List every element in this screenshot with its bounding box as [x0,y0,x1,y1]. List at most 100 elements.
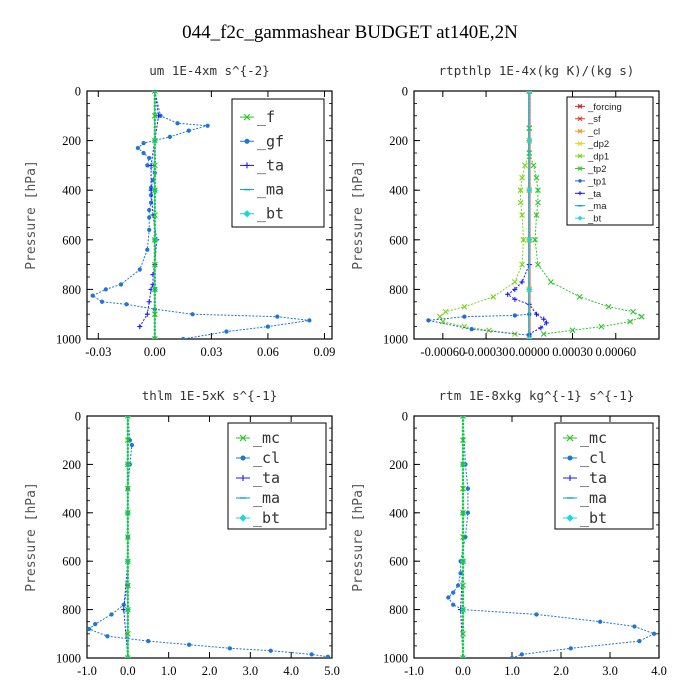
data-point-tp2 [548,279,554,285]
data-point-cl [446,595,451,600]
data-point-ta [144,311,150,317]
data-point-dp1 [517,199,524,206]
legend-marker-dp1 [577,153,583,159]
y-axis-label: Pressure [hPa] [24,160,39,270]
legend-label-cl: _cl [580,449,607,467]
y-tick-label: 400 [389,184,408,198]
x-tick-label: 0.00060 [595,345,636,359]
legend-label-ma: _ma [587,201,607,212]
legend-label-bt: _bt [580,509,607,527]
legend-label-bt: _bt [257,205,284,223]
y-axis-label: Pressure [hPa] [351,482,366,592]
data-point-f [151,212,158,218]
data-point-ta [505,291,511,297]
data-point-cl [227,646,233,651]
data-point-f [151,261,158,268]
data-point-mc [124,437,131,444]
data-point-bt [526,286,533,293]
data-point-cl [146,638,151,644]
data-point-tp1 [462,314,467,319]
legend-label-f: _f [257,108,275,126]
data-point-cl [598,619,603,624]
y-axis-label: Pressure [hPa] [351,160,366,270]
data-point-f [151,336,158,339]
data-point-gf [90,293,95,298]
chart-panel-1: um 1E-4xm s^{-2} Pressure [hPa] 0 200 400 600… [24,63,335,359]
data-point-ta [156,113,162,119]
legend-label-bt: _bt [253,509,280,527]
data-point-dp1 [437,313,443,320]
data-point-tp2 [540,331,547,337]
x-tick-label: 0.00 [144,345,166,359]
data-point-mc [124,461,131,468]
y-tick-label: 400 [62,184,81,198]
data-point-gf [137,267,142,272]
data-point-cl [451,602,456,607]
data-point-f [151,236,158,243]
data-point-f [151,286,158,293]
data-point-mc [460,558,466,565]
data-point-ta [538,325,544,331]
y-tick-label: 600 [389,233,408,247]
data-point-tp2 [638,313,645,320]
series-line-gf [91,91,310,339]
data-point-cl [93,621,98,627]
data-point-cl [519,652,524,657]
legend-label-ma: _ma [253,489,280,507]
data-point-mc [124,558,131,565]
series-line-tp1 [428,313,530,336]
data-point-f [151,137,158,144]
legend-label-sf: _sf [587,114,601,125]
data-point-dp2 [526,336,533,339]
x-tick-label: 2.0 [202,664,218,678]
data-point-tp1 [469,326,474,332]
y-tick-label: 800 [62,283,81,297]
data-point-dp1 [461,303,468,310]
data-point-gf [147,215,152,220]
legend-label-ma: _ma [580,489,607,507]
data-point-tp2 [535,187,541,194]
data-point-gf [148,193,154,198]
panel-title: thlm 1E-5xK s^{-1} [142,388,277,403]
x-tick-label: -1.0 [404,664,424,678]
legend-marker-tp2 [577,166,583,171]
y-tick-label: 800 [389,283,408,297]
data-point-dp1 [520,236,527,243]
data-point-gf [224,329,229,334]
x-tick-label: 2.0 [553,664,569,678]
x-tick-label: -1.0 [77,664,97,678]
data-point-cl [568,646,573,651]
data-point-gf [145,163,150,168]
data-point-mc [460,582,466,589]
legend-marker-bt [577,215,583,221]
legend-marker-f [243,113,251,121]
data-point-mc [124,509,131,516]
data-point-ta [541,316,547,322]
legend-label-dp1: _dp1 [587,152,609,163]
data-point-cl [455,583,461,588]
data-point-dp1 [439,318,446,325]
data-point-dp1 [519,174,525,181]
x-tick-label: 3.0 [243,664,259,678]
legend-box [554,422,654,530]
data-point-cl [465,486,471,491]
data-point-bt [526,187,533,194]
data-point-gf [141,150,146,156]
data-point-cl [309,652,314,657]
data-point-gf [205,123,210,128]
data-point-cl [651,631,657,636]
data-point-dp1 [511,279,518,285]
data-point-tp2 [630,308,636,315]
x-tick-label: 0.09 [314,345,336,359]
data-point-mc [460,655,466,658]
legend-marker-dp2 [577,141,583,146]
y-tick-label: 200 [389,134,408,148]
data-point-ta [137,324,143,330]
data-point-gf [180,336,186,339]
data-point-f [151,112,158,119]
data-point-tp2 [533,212,540,218]
data-point-gf [167,134,173,140]
data-point-dp1 [517,187,524,194]
data-point-gf [145,247,150,252]
series-line-ta [506,91,548,335]
